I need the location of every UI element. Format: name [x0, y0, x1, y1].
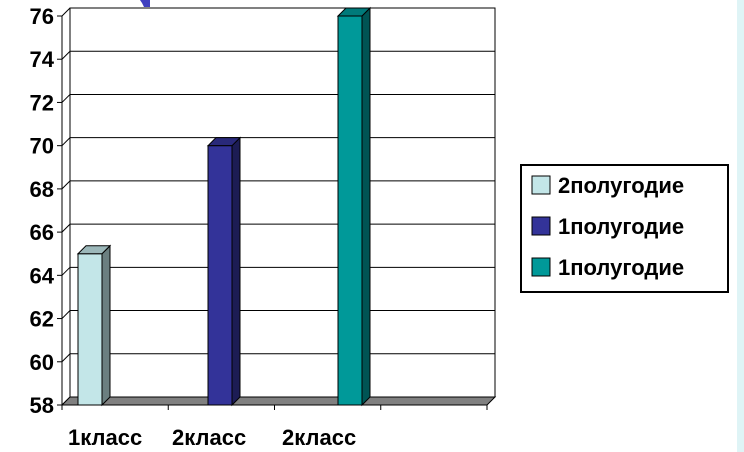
- bar: [76, 244, 112, 407]
- y-tick-label: 70: [30, 134, 54, 159]
- legend: 2полугодие 1полугодие 1полугодие: [520, 164, 729, 293]
- right-edge-stripe: [737, 0, 744, 452]
- y-tick-label: 58: [30, 393, 54, 418]
- legend-swatch: [531, 216, 551, 236]
- bar: [336, 6, 372, 407]
- y-tick-label: 72: [30, 90, 54, 115]
- legend-label: 1полугодие: [558, 255, 684, 280]
- legend-label: 2полугодие: [558, 173, 684, 198]
- bars: [76, 6, 372, 407]
- legend-label: 1полугодие: [558, 214, 684, 239]
- y-tick-label: 60: [30, 350, 54, 375]
- floor: [60, 396, 497, 406]
- legend-swatch: [531, 175, 551, 195]
- bar: [206, 136, 242, 407]
- x-tick-label: 2класс: [282, 425, 356, 450]
- x-tick-label: 1класс: [68, 425, 142, 450]
- back-wall: [69, 7, 496, 398]
- legend-swatch: [531, 257, 551, 277]
- cropped-title-fragment: [140, 0, 150, 7]
- y-tick-label: 66: [30, 220, 54, 245]
- y-tick-label: 74: [30, 47, 55, 72]
- y-tick-label: 68: [30, 177, 54, 202]
- y-tick-label: 64: [30, 263, 55, 288]
- legend-box: [520, 164, 729, 293]
- x-axis: 1класс 2класс 2класс: [61, 404, 488, 450]
- y-axis: 58 60 62 64 66 68 70 72 74 76: [30, 4, 62, 418]
- y-tick-label: 62: [30, 307, 54, 332]
- y-tick-label: 76: [30, 4, 54, 29]
- plot-area: [60, 7, 497, 406]
- x-tick-label: 2класс: [172, 425, 246, 450]
